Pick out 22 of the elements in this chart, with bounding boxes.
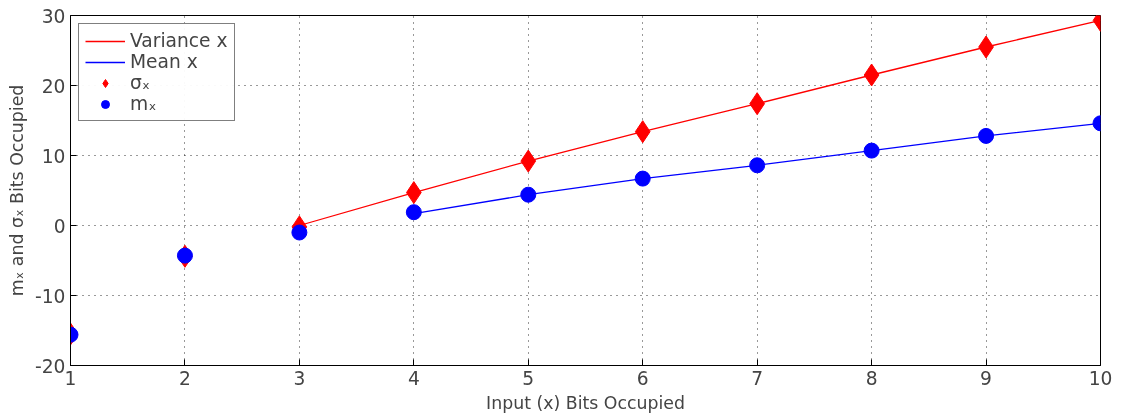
x-tick-label: 7	[751, 367, 764, 389]
x-tick-label: 5	[522, 367, 535, 389]
y-tick-label: 10	[41, 145, 66, 167]
y-tick-label: 30	[41, 5, 66, 27]
x-tick-label: 3	[293, 367, 306, 389]
legend-label: mₓ	[130, 93, 157, 114]
y-tick-label: -20	[35, 355, 66, 377]
x-tick-label: 8	[865, 367, 878, 389]
legend-label: σₓ	[130, 72, 151, 93]
x-tick-label: 4	[407, 367, 420, 389]
x-tick-label: 9	[980, 367, 992, 389]
x-axis-title: Input (x) Bits Occupied	[486, 392, 685, 413]
legend-label: Mean x	[130, 51, 198, 72]
x-tick-label: 6	[636, 367, 649, 389]
x-tick-label: 10	[1088, 367, 1113, 389]
y-tick-label: 20	[41, 75, 66, 97]
x-tick-label: 1	[64, 367, 77, 389]
y-tick-label: 0	[53, 215, 66, 237]
legend-label: Variance x	[130, 30, 228, 51]
y-axis-title: mₓ and σₓ Bits Occupied	[7, 84, 28, 297]
y-tick-label: -10	[35, 285, 66, 307]
x-tick-label: 2	[179, 367, 191, 389]
